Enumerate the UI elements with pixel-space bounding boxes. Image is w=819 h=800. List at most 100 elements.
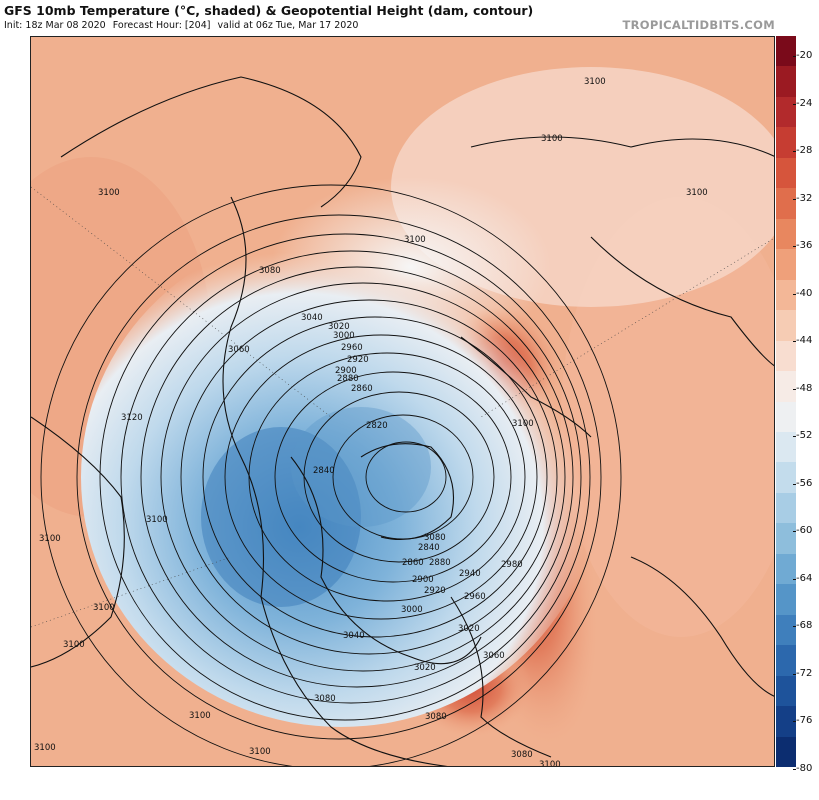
colorbar-segment bbox=[776, 431, 796, 463]
contour-label: 3100 bbox=[584, 77, 606, 87]
colorbar-tick-label: -68 bbox=[792, 620, 813, 631]
contour-label: 3100 bbox=[686, 188, 708, 198]
contour-label: 2860 bbox=[402, 558, 424, 568]
contour-label: 2920 bbox=[424, 586, 446, 596]
colorbar-tick-label: -28 bbox=[792, 145, 813, 156]
contour-label: 3000 bbox=[401, 605, 423, 615]
colorbar-segment bbox=[776, 310, 796, 342]
contour-label: 3100 bbox=[512, 419, 534, 429]
contour-label: 3040 bbox=[301, 313, 323, 323]
contour-label: 2900 bbox=[412, 575, 434, 585]
contour-label: 3080 bbox=[425, 712, 447, 722]
colorbar-tick-label: -56 bbox=[792, 477, 813, 489]
contour-label: 3080 bbox=[511, 750, 533, 760]
colorbar-segment bbox=[776, 584, 796, 616]
weather-map: 3100 3100 3100 3100 3100 3080 3060 3040 … bbox=[30, 36, 775, 767]
colorbar-segment bbox=[776, 462, 796, 494]
colorbar-tick-label: -80 bbox=[792, 762, 813, 774]
colorbar-segment bbox=[776, 249, 796, 281]
contour-label: 2920 bbox=[347, 355, 369, 365]
init-time: Init: 18z Mar 08 2020 bbox=[4, 20, 106, 31]
colorbar-tick-label: -52 bbox=[792, 430, 813, 441]
graticule bbox=[31, 186, 774, 628]
colorbar-tick-label: -36 bbox=[792, 240, 813, 251]
colorbar-tick-label: -24 bbox=[792, 97, 813, 109]
contour-label: 3020 bbox=[414, 663, 436, 673]
colorbar-segment bbox=[776, 371, 796, 402]
colorbar-segment bbox=[776, 279, 796, 311]
coastlines bbox=[31, 76, 774, 766]
colorbar-tick-label: -32 bbox=[792, 192, 813, 204]
contour-label: 3100 bbox=[63, 640, 85, 650]
contour-label: 2860 bbox=[351, 384, 373, 394]
contour-label: 3100 bbox=[189, 711, 211, 721]
contour-label: 3000 bbox=[333, 331, 355, 341]
colorbar-segment bbox=[776, 736, 796, 768]
colorbar-segment bbox=[776, 127, 796, 159]
contour-label: 3100 bbox=[93, 603, 115, 613]
colorbar-segment bbox=[776, 340, 796, 372]
chart-title: GFS 10mb Temperature (°C, shaded) & Geop… bbox=[4, 3, 534, 18]
colorbar-tick-label: -76 bbox=[792, 715, 813, 726]
forecast-hour: Forecast Hour: [204] bbox=[112, 20, 211, 31]
contour-label: 3060 bbox=[228, 345, 250, 355]
colorbar-segment bbox=[776, 66, 796, 98]
colorbar-segment bbox=[776, 492, 796, 524]
colorbar-tick-label: -44 bbox=[792, 335, 813, 346]
colorbar-segment bbox=[776, 96, 796, 128]
contour-label: 3060 bbox=[483, 651, 505, 661]
contour-label: 3100 bbox=[39, 534, 61, 544]
colorbar-tick-label: -40 bbox=[792, 287, 813, 299]
contour-label: 2960 bbox=[464, 592, 486, 602]
colorbar-segment bbox=[776, 645, 796, 677]
contour-label: 2840 bbox=[313, 466, 335, 476]
colorbar-tick-label: -72 bbox=[792, 667, 813, 679]
colorbar-segment bbox=[776, 36, 796, 67]
colorbar-segment bbox=[776, 218, 796, 250]
colorbar-segment bbox=[776, 523, 796, 555]
cold-core bbox=[201, 427, 361, 607]
colorbar bbox=[776, 36, 796, 768]
contour-labels: 3100 3100 3100 3100 3100 3080 3060 3040 … bbox=[34, 77, 708, 767]
valid-time: valid at 06z Tue, Mar 17 2020 bbox=[217, 20, 359, 31]
chart-subtitle: Init: 18z Mar 08 2020 Forecast Hour: [20… bbox=[4, 20, 362, 31]
colorbar-tick-label: -60 bbox=[792, 525, 813, 536]
contour-label: 3100 bbox=[34, 743, 56, 753]
contour-label: 2820 bbox=[366, 421, 388, 431]
warm-patch bbox=[561, 197, 774, 637]
contour-label: 3100 bbox=[249, 747, 271, 757]
contour-label: 2940 bbox=[459, 569, 481, 579]
contour-label: 2900 bbox=[335, 366, 357, 376]
site-brand: TROPICALTIDBITS.COM bbox=[622, 18, 775, 32]
colorbar-segment bbox=[776, 188, 796, 220]
colorbar-segment bbox=[776, 706, 796, 738]
contour-label: 3080 bbox=[259, 266, 281, 276]
contour-label: 3080 bbox=[314, 694, 336, 704]
contour-label: 3100 bbox=[98, 188, 120, 198]
contour-label: 2960 bbox=[341, 343, 363, 353]
contour-label: 3020 bbox=[328, 322, 350, 332]
contour-label: 3080 bbox=[424, 533, 446, 543]
colorbar-segment bbox=[776, 614, 796, 646]
contour-label: 3100 bbox=[404, 235, 426, 245]
contour-label: 3040 bbox=[343, 631, 365, 641]
contour-label: 3020 bbox=[458, 624, 480, 634]
contour-label: 2980 bbox=[501, 560, 523, 570]
contour-label: 2880 bbox=[337, 374, 359, 384]
contour-label: 3100 bbox=[146, 515, 168, 525]
colorbar-tick-label: -48 bbox=[792, 382, 813, 394]
contour-label: 3120 bbox=[121, 413, 143, 423]
colorbar-segment bbox=[776, 675, 796, 707]
contour-label: 2840 bbox=[418, 543, 440, 553]
cold-core bbox=[291, 407, 431, 527]
colorbar-tick-label: -20 bbox=[792, 50, 813, 61]
contour-label: 3100 bbox=[541, 134, 563, 144]
colorbar-segment bbox=[776, 157, 796, 189]
colorbar-segment bbox=[776, 401, 796, 433]
colorbar-segment bbox=[776, 553, 796, 585]
map-svg: 3100 3100 3100 3100 3100 3080 3060 3040 … bbox=[31, 37, 774, 767]
contour-label: 3100 bbox=[539, 760, 561, 767]
colorbar-tick-label: -64 bbox=[792, 572, 813, 584]
contour-label: 2880 bbox=[429, 558, 451, 568]
height-contours bbox=[40, 184, 622, 766]
